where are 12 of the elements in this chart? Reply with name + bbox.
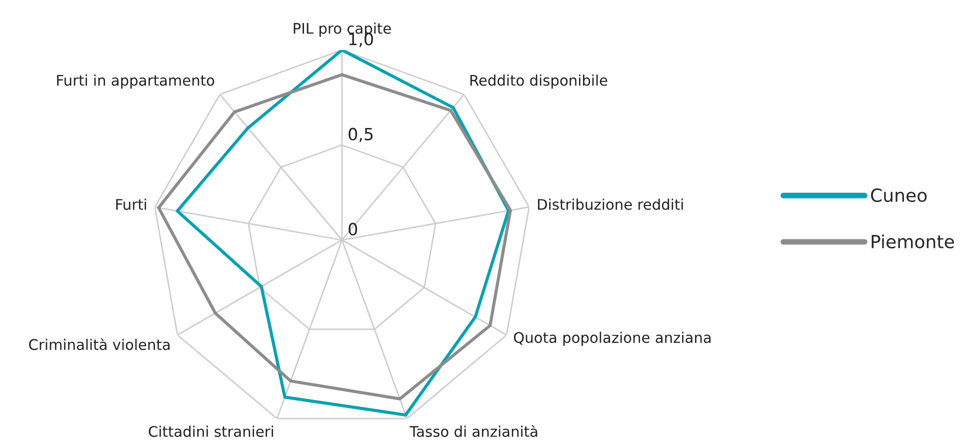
spoke-label: Furti [116,198,146,210]
spoke-label: Reddito disponibile [470,74,608,89]
spoke-label: Distribuzione redditi [538,198,683,210]
spoke-label: Cittadini stranieri [148,426,274,437]
spoke-label: Furti in appartamento [57,74,214,89]
spoke-label: Tasso di anzianità [410,425,538,437]
spoke-label: Criminalità violenta [29,338,170,350]
y-tick-label: 0 [348,222,358,236]
legend-label: Cuneo [871,188,927,202]
legend-label: Piemonte [872,234,954,248]
y-tick-label: 0,5 [348,128,373,142]
spoke-label: Quota popolazione anziana [514,332,711,346]
